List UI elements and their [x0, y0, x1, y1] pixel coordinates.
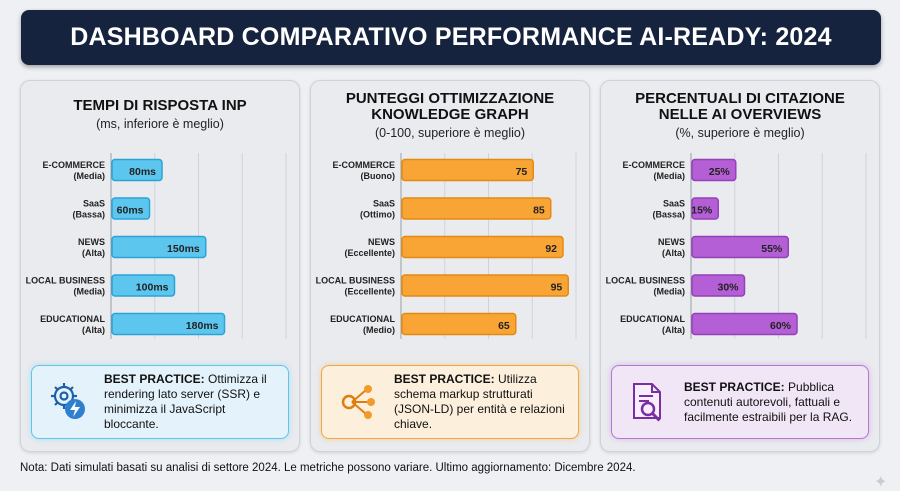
document-search-icon — [633, 383, 661, 422]
category-label: SaaS (Ottimo) — [360, 199, 395, 220]
value-label: 25% — [709, 166, 731, 178]
bar — [691, 197, 719, 220]
panel-title-line: PUNTEGGI OTTIMIZZAZIONE — [345, 90, 555, 107]
bar — [401, 274, 569, 297]
panel-subtitle: (ms, inferiore è meglio) — [96, 117, 224, 131]
bar — [111, 197, 151, 220]
value-label: 65 — [498, 320, 510, 332]
category-label: E-COMMERCE (Media) — [43, 160, 106, 181]
value-label: 95 — [551, 282, 563, 294]
panel-title-line: PERCENTUALI DI CITAZIONE — [635, 90, 845, 107]
category-label: EDUCATIONAL (Alta) — [620, 314, 685, 335]
panel-title: PERCENTUALI DI CITAZIONE NELLE AI OVERVI… — [601, 91, 879, 123]
category-label: LOCAL BUSINESS (Media) — [606, 276, 685, 297]
bar — [111, 274, 176, 297]
value-label: 60ms — [117, 205, 144, 217]
category-label: NEWS (Alta) — [658, 237, 685, 258]
value-label: 15% — [691, 205, 713, 217]
bar — [401, 235, 564, 259]
bar — [691, 274, 746, 297]
best-practice-body: Ottimizza il rendering lato server (SSR)… — [104, 372, 267, 431]
dashboard-header: DASHBOARD COMPARATIVO PERFORMANCE AI-REA… — [21, 10, 881, 65]
panel-subtitle: (%, superiore è meglio) — [675, 126, 805, 140]
category-label: NEWS (Alta) — [78, 237, 105, 258]
value-label: 55% — [761, 243, 783, 255]
bar — [111, 235, 207, 259]
value-label: 85 — [533, 205, 545, 217]
panel-knowledge-graph: PUNTEGGI OTTIMIZZAZIONE KNOWLEDGE GRAPH … — [310, 80, 590, 452]
best-practice-body: Pubblica contenuti autorevoli, fattuali … — [684, 379, 853, 424]
value-label: 100ms — [136, 282, 169, 294]
sparkle-icon: ✦ — [874, 474, 888, 491]
category-label: E-COMMERCE (Buono) — [333, 160, 396, 181]
value-label: 30% — [717, 282, 739, 294]
category-label: SaaS (Bassa) — [652, 199, 685, 220]
footer-note: Nota: Dati simulati basati su analisi di… — [20, 462, 636, 474]
value-label: 60% — [770, 320, 792, 332]
category-label: SaaS (Bassa) — [72, 199, 105, 220]
best-practice-text: BEST PRACTICE: Utilizza schema markup st… — [394, 372, 570, 432]
inp-bar-chart: E-COMMERCE (Media) 80ms SaaS (Bassa) 60ms NEWS… — [26, 153, 287, 339]
best-practice-text: BEST PRACTICE: Pubblica contenuti autore… — [684, 380, 860, 425]
best-practice-label: BEST PRACTICE: — [394, 372, 495, 386]
dashboard-title: DASHBOARD COMPARATIVO PERFORMANCE AI-REA… — [70, 23, 832, 51]
value-label: 180ms — [186, 320, 219, 332]
value-label: 92 — [545, 243, 557, 255]
bar — [111, 312, 226, 336]
best-practice-label: BEST PRACTICE: — [684, 379, 785, 394]
category-label: EDUCATIONAL (Medio) — [330, 314, 395, 335]
best-practice-box: BEST PRACTICE: Ottimizza il rendering la… — [31, 365, 289, 439]
category-label: EDUCATIONAL (Alta) — [40, 314, 105, 335]
panel-ai-overviews: PERCENTUALI DI CITAZIONE NELLE AI OVERVI… — [600, 80, 880, 452]
panel-inp: TEMPI DI RISPOSTA INP (ms, inferiore è m… — [20, 80, 300, 452]
panel-title-line: KNOWLEDGE GRAPH — [371, 106, 529, 123]
knowledge-graph-bar-chart: E-COMMERCE (Buono) 75 SaaS (Ottimo) 85 NEWS (Ec… — [316, 153, 577, 339]
panel-title: TEMPI DI RISPOSTA INP — [21, 98, 299, 114]
ai-overviews-bar-chart: E-COMMERCE (Media) 25% SaaS (Bassa) 15% NEWS (A… — [606, 153, 867, 339]
panel-title: PUNTEGGI OTTIMIZZAZIONE KNOWLEDGE GRAPH — [311, 91, 589, 123]
bar — [401, 312, 517, 336]
panel-title-line: NELLE AI OVERVIEWS — [658, 106, 822, 123]
network-graph-icon — [341, 385, 375, 419]
panel-title-line: TEMPI DI RISPOSTA INP — [73, 97, 247, 114]
best-practice-text: BEST PRACTICE: Ottimizza il rendering la… — [104, 372, 280, 432]
bar — [401, 197, 552, 220]
value-label: 80ms — [129, 166, 156, 178]
bar — [691, 235, 789, 259]
category-label: E-COMMERCE (Media) — [623, 160, 686, 181]
bar — [401, 158, 534, 182]
category-label: LOCAL BUSINESS (Media) — [26, 276, 105, 297]
best-practice-box: BEST PRACTICE: Pubblica contenuti autore… — [611, 365, 869, 439]
panel-subtitle: (0-100, superiore è meglio) — [374, 126, 526, 140]
value-label: 150ms — [167, 243, 200, 255]
bar — [691, 312, 798, 336]
gear-lightning-icon — [51, 383, 85, 419]
bar — [691, 158, 737, 182]
best-practice-label: BEST PRACTICE: — [104, 372, 205, 386]
best-practice-body: Utilizza schema markup strutturati (JSON… — [394, 372, 565, 431]
bar — [111, 158, 163, 182]
value-label: 75 — [516, 166, 528, 178]
best-practice-box: BEST PRACTICE: Utilizza schema markup st… — [321, 365, 579, 439]
category-label: LOCAL BUSINESS (Eccellente) — [316, 276, 395, 297]
category-label: NEWS (Eccellente) — [344, 237, 395, 258]
